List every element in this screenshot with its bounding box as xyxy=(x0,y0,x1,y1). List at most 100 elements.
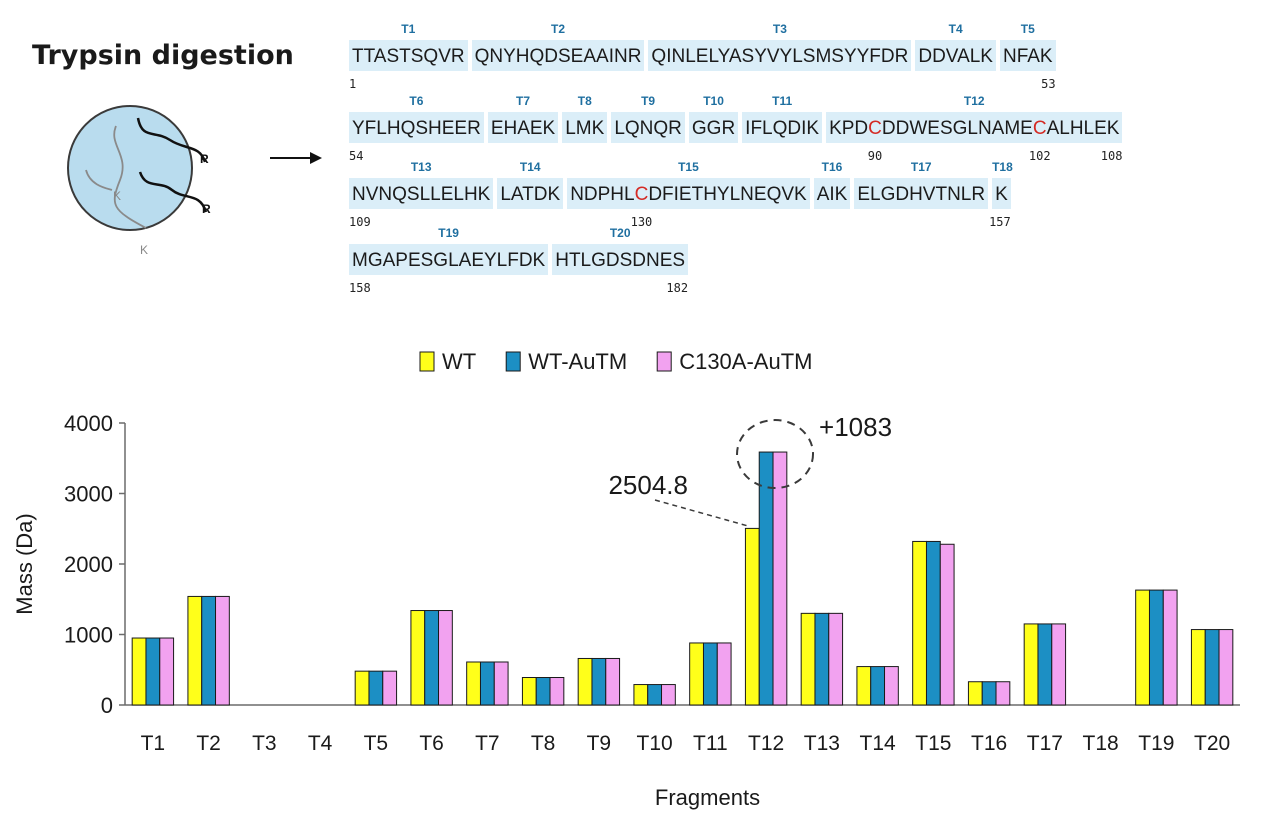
fragment-sequence: HTLGDSDNES xyxy=(555,250,686,271)
peptide-fragment: T14 LATDK xyxy=(497,160,564,209)
x-tick-label: T20 xyxy=(1194,732,1230,755)
x-axis-title: Fragments xyxy=(655,785,760,810)
annotation-circle xyxy=(736,419,815,490)
bar-wt xyxy=(410,610,426,706)
fragment-sequence: NFAK xyxy=(1002,46,1053,67)
bar-wt xyxy=(131,637,147,706)
x-tick-label: T12 xyxy=(748,732,784,755)
peptide-fragment: T3 QINLELYASYVYLSMSYYFDR xyxy=(648,22,912,71)
fragment-label: T5 xyxy=(1020,22,1035,36)
bar-wt xyxy=(577,657,593,706)
sequence-row: T1 TTASTSQVR T2 QNYHQDSEAAINR T3 QINLELYASYVY… xyxy=(349,22,1056,71)
x-tick-label: T1 xyxy=(141,732,166,755)
annotation-label: +1083 xyxy=(819,412,892,442)
cysteine-residue: C xyxy=(634,184,649,205)
bar-wt xyxy=(187,595,203,706)
fragment-sequence: EHAEK xyxy=(490,118,556,139)
residue-position: 53 xyxy=(1041,77,1056,91)
residue-position: 157 xyxy=(989,215,1011,229)
bar-wt-autm xyxy=(981,681,997,706)
fragment-label: T11 xyxy=(772,94,793,108)
fragment-sequence: YFLHQSHEER xyxy=(352,118,481,139)
bar-wt xyxy=(744,527,760,706)
bar-c130a-autm xyxy=(549,677,565,706)
peptide-fragment: T8 LMK xyxy=(562,94,608,143)
fragment-label: T9 xyxy=(641,94,656,108)
peptide-strand xyxy=(138,171,208,213)
bar-wt xyxy=(800,612,816,706)
fragment-label: T13 xyxy=(410,160,432,174)
bar-c130a-autm xyxy=(159,637,175,706)
fragment-sequence: GGR xyxy=(691,118,736,139)
y-tick-label: 3000 xyxy=(64,482,113,507)
bar-wt-autm xyxy=(145,637,161,706)
fragment-label: T1 xyxy=(401,22,416,36)
peptide-fragment: T7 EHAEK xyxy=(487,94,559,143)
fragment-label: T7 xyxy=(516,94,531,108)
residue-label: R xyxy=(200,152,209,166)
y-tick-label: 0 xyxy=(101,693,113,718)
y-tick-label: 4000 xyxy=(64,411,113,436)
x-tick-label: T17 xyxy=(1027,732,1063,755)
legend-swatch xyxy=(505,351,521,372)
residue-position: 102 xyxy=(1028,149,1051,163)
bar-wt-autm xyxy=(1204,629,1220,706)
peptide-fragment: T6 YFLHQSHEER xyxy=(349,94,484,143)
fragment-label: T16 xyxy=(821,160,843,174)
peptide-fragment: T11 IFLQDIK xyxy=(742,94,823,143)
sequence-row: T13 NVNQSLLELHK T14 LATDK T15 NDPHLCDFIETHYLN… xyxy=(349,160,1013,209)
fragment-sequence: K xyxy=(995,184,1008,205)
arrow-head-icon xyxy=(310,152,322,164)
bar-wt-autm xyxy=(591,657,607,706)
x-tick-label: T4 xyxy=(308,732,333,755)
bar-wt xyxy=(856,666,872,706)
residue-position: 1 xyxy=(349,77,357,91)
fragment-label: T6 xyxy=(409,94,424,108)
peptide-fragment: T1 TTASTSQVR xyxy=(349,22,468,71)
x-tick-label: T10 xyxy=(637,732,673,755)
x-tick-label: T5 xyxy=(364,732,389,755)
fragment-sequence: ELGDHVTNLR xyxy=(857,184,986,205)
bar-wt xyxy=(912,540,927,706)
x-tick-label: T13 xyxy=(804,732,840,755)
peptide-fragment: T15 NDPHLCDFIETHYLNEQVK xyxy=(567,160,810,209)
x-tick-label: T11 xyxy=(693,732,728,755)
bar-wt-autm xyxy=(1037,623,1053,706)
fragment-sequence: NVNQSLLELHK xyxy=(352,184,491,205)
fragment-sequence: KPDCDDWESGLNAMECALHLEK xyxy=(829,118,1120,139)
legend-swatch xyxy=(419,351,435,372)
peptide-fragment: T20 HTLGDSDNES xyxy=(552,226,689,275)
bar-c130a-autm xyxy=(1051,623,1067,706)
fragment-label: T18 xyxy=(992,160,1013,174)
legend-label: WT-AuTM xyxy=(528,349,627,374)
peptide-fragment: T5 NFAK xyxy=(999,22,1056,71)
bar-c130a-autm xyxy=(1162,589,1178,706)
bar-wt xyxy=(466,661,481,706)
x-tick-label: T19 xyxy=(1138,732,1174,755)
fragment-sequence: IFLQDIK xyxy=(745,118,820,139)
peptide-fragment: T18 K xyxy=(992,160,1013,209)
fragment-sequence: QINLELYASYVYLSMSYYFDR xyxy=(651,46,909,67)
digestion-vessel xyxy=(67,105,193,231)
fragment-sequence: LQNQR xyxy=(614,118,682,139)
y-tick-label: 1000 xyxy=(64,623,113,648)
bar-c130a-autm xyxy=(1218,629,1234,706)
y-axis-title: Mass (Da) xyxy=(12,513,37,614)
bar-wt xyxy=(1190,629,1206,706)
trypsin-digestion-diagram: R R K K xyxy=(67,105,322,257)
fragment-label: T8 xyxy=(577,94,592,108)
sequence-row: T19 MGAPESGLAEYLFDK T20 HTLGDSDNES xyxy=(349,226,689,275)
fragment-label: T17 xyxy=(910,160,932,174)
annotation-label: 2504.8 xyxy=(608,470,688,500)
fragment-label: T10 xyxy=(703,94,724,108)
y-tick-label: 2000 xyxy=(64,552,113,577)
bar-wt-autm xyxy=(870,666,886,706)
bar-c130a-autm xyxy=(493,661,509,706)
fragment-label: T12 xyxy=(963,94,985,108)
fragment-label: T4 xyxy=(948,22,963,36)
legend-label: WT xyxy=(442,349,476,374)
legend-label: C130A-AuTM xyxy=(679,349,812,374)
peptide-fragment: T2 QNYHQDSEAAINR xyxy=(471,22,645,71)
peptide-fragment: T4 DDVALK xyxy=(915,22,996,71)
fragment-sequence: NDPHLCDFIETHYLNEQVK xyxy=(570,184,807,205)
